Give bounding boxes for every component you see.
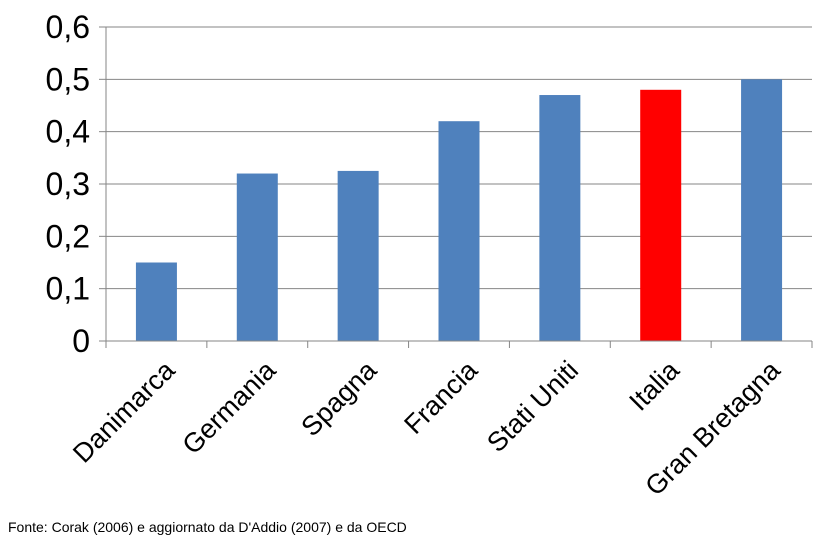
- source-note: Fonte: Corak (2006) e aggiornato da D'Ad…: [8, 519, 407, 535]
- x-tick-label: Stati Uniti: [481, 355, 584, 458]
- x-tick-label: Francia: [398, 354, 484, 440]
- y-tick-label: 0,3: [46, 166, 90, 202]
- y-tick-label: 0: [72, 323, 90, 359]
- bar-gran-bretagna: [741, 79, 783, 341]
- bar-italia: [640, 89, 682, 341]
- x-tick-label: Danimarca: [67, 354, 181, 468]
- x-tick-label: Italia: [623, 354, 685, 416]
- x-tick-label: Spagna: [295, 354, 383, 442]
- bar-stati-uniti: [539, 95, 581, 342]
- bar-danimarca: [135, 262, 177, 341]
- y-tick-label: 0,2: [46, 218, 90, 254]
- y-tick-label: 0,4: [46, 114, 90, 150]
- bar-spagna: [337, 170, 379, 341]
- y-tick-label: 0,5: [46, 61, 90, 97]
- y-tick-labels: 0 0,1 0,2 0,3 0,4 0,5 0,6: [46, 9, 90, 359]
- bar-germania: [236, 173, 278, 341]
- axes: [99, 26, 813, 348]
- x-tick-label: Germania: [176, 354, 282, 460]
- y-tick-label: 0,1: [46, 271, 90, 307]
- bars: [135, 79, 783, 342]
- bar-francia: [438, 121, 480, 341]
- y-tick-label: 0,6: [46, 9, 90, 45]
